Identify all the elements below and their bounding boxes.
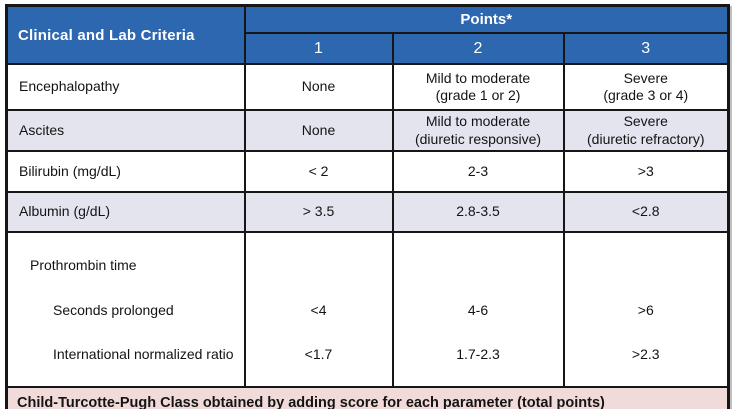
header-row-point-values: 1 2 3	[7, 32, 730, 65]
albumin-2pt-cell: 2.8-3.5	[391, 191, 565, 233]
prothrombin-3pt-spacer	[565, 253, 728, 280]
prothrombin-2pt-spacer	[394, 253, 563, 280]
inr-2pt: 1.7-2.3	[456, 346, 500, 363]
ascites-1pt-cell: None	[243, 109, 394, 152]
bilirubin-1pt-cell: < 2	[243, 150, 394, 193]
inr-label: International normalized ratio	[53, 346, 234, 363]
footnote-heading: Child-Turcotte-Pugh Class obtained by ad…	[17, 395, 605, 409]
criteria-column-header: Clinical and Lab Criteria	[5, 4, 246, 65]
prothrombin-1pt-cell: <4 <1.7	[243, 231, 394, 388]
footnote-cell: Child-Turcotte-Pugh Class obtained by ad…	[5, 386, 730, 409]
encephalopathy-label: Encephalopathy	[5, 63, 246, 111]
row-ascites: Ascites None Mild to moderate (diuretic …	[5, 109, 730, 152]
seconds-prolonged-2pt: 4-6	[467, 301, 489, 318]
bilirubin-3pt-cell: >3	[562, 150, 730, 193]
table-header: Clinical and Lab Criteria Points* 1 2 3	[5, 4, 730, 65]
seconds-prolonged-1pt: <4	[310, 301, 327, 318]
bilirubin-label: Bilirubin (mg/dL)	[5, 150, 246, 193]
child-pugh-score-table: Clinical and Lab Criteria Points* 1 2 3 …	[5, 4, 730, 409]
albumin-1pt-cell: > 3.5	[243, 191, 394, 233]
encephalopathy-1pt-cell: None	[243, 63, 394, 111]
table-footer: Child-Turcotte-Pugh Class obtained by ad…	[5, 386, 730, 409]
footnote-row: Child-Turcotte-Pugh Class obtained by ad…	[5, 386, 730, 409]
points-col-header-1: 1	[243, 32, 394, 65]
ascites-2pt-cell: Mild to moderate (diuretic responsive)	[391, 109, 565, 152]
row-encephalopathy: Encephalopathy None Mild to moderate (gr…	[5, 63, 730, 111]
encephalopathy-3pt-cell: Severe (grade 3 or 4)	[562, 63, 730, 111]
ascites-label: Ascites	[5, 109, 246, 152]
bilirubin-2pt-cell: 2-3	[391, 150, 565, 193]
header-row-points: Clinical and Lab Criteria Points*	[5, 4, 730, 65]
albumin-3pt-cell: <2.8	[562, 191, 730, 233]
prothrombin-1pt-spacer	[246, 253, 392, 280]
row-bilirubin: Bilirubin (mg/dL) < 2 2-3 >3	[5, 150, 730, 193]
table-body: Encephalopathy None Mild to moderate (gr…	[5, 63, 730, 388]
inr-1pt: <1.7	[304, 346, 333, 363]
encephalopathy-2pt-cell: Mild to moderate (grade 1 or 2)	[391, 63, 565, 111]
row-albumin: Albumin (g/dL) > 3.5 2.8-3.5 <2.8	[5, 191, 730, 233]
albumin-label: Albumin (g/dL)	[5, 191, 246, 233]
prothrombin-3pt-cell: >6 >2.3	[562, 231, 730, 388]
inr-3pt: >2.3	[631, 346, 660, 363]
prothrombin-time-label: Prothrombin time	[30, 257, 137, 274]
seconds-prolonged-3pt: >6	[637, 301, 654, 318]
points-header: Points*	[243, 4, 730, 34]
points-col-header-2: 2	[391, 32, 565, 65]
points-col-header-3: 3	[562, 32, 730, 65]
seconds-prolonged-label: Seconds prolonged	[53, 301, 174, 318]
ascites-3pt-cell: Severe (diuretic refractory)	[562, 109, 730, 152]
row-prothrombin-time: Prothrombin time Seconds prolonged Inter…	[5, 231, 730, 388]
prothrombin-2pt-cell: 4-6 1.7-2.3	[391, 231, 565, 388]
prothrombin-label-cell: Prothrombin time Seconds prolonged Inter…	[5, 231, 246, 388]
